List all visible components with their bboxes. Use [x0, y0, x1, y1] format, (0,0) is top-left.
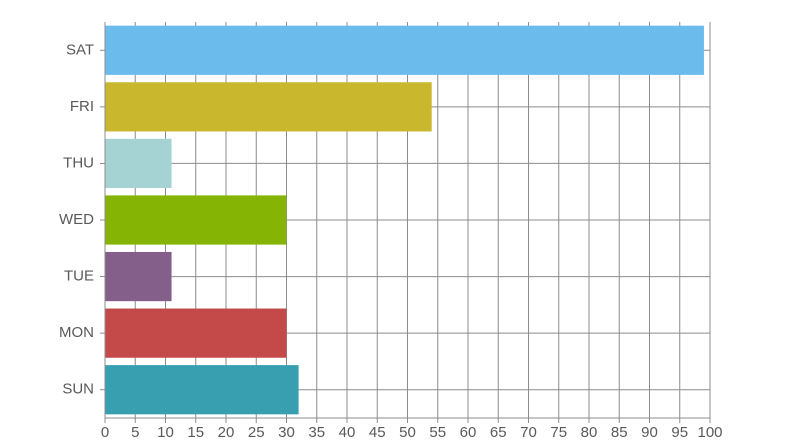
y-tick-label: TUE	[64, 268, 94, 285]
y-tick-label: MON	[59, 324, 94, 341]
x-tick-label: 55	[429, 424, 446, 441]
x-tick-label: 75	[550, 424, 567, 441]
x-tick-label: 50	[399, 424, 416, 441]
bar	[105, 308, 287, 358]
x-tick-label: 85	[611, 424, 628, 441]
x-tick-label: 15	[187, 424, 204, 441]
x-tick-label: 35	[308, 424, 325, 441]
x-tick-label: 95	[671, 424, 688, 441]
y-tick-label: WED	[59, 211, 94, 228]
bar	[105, 138, 172, 189]
bar	[105, 251, 172, 302]
x-tick-label: 40	[339, 424, 356, 441]
bar	[105, 25, 704, 75]
x-tick-label: 65	[490, 424, 507, 441]
bar	[105, 195, 287, 245]
x-tick-label: 70	[520, 424, 537, 441]
x-tick-label: 90	[641, 424, 658, 441]
x-tick-label: 25	[248, 424, 265, 441]
x-tick-label: 10	[157, 424, 174, 441]
x-tick-label: 20	[218, 424, 235, 441]
y-tick-label: SAT	[66, 41, 94, 58]
y-tick-label: THU	[63, 154, 94, 171]
x-tick-label: 60	[460, 424, 477, 441]
y-tick-label: SUN	[62, 381, 94, 398]
x-tick-label: 30	[278, 424, 295, 441]
x-tick-label: 100	[697, 424, 722, 441]
x-tick-label: 5	[131, 424, 139, 441]
x-tick-label: 80	[581, 424, 598, 441]
bar	[105, 82, 432, 132]
x-tick-label: 45	[369, 424, 386, 441]
bar	[105, 365, 299, 415]
y-tick-label: FRI	[70, 98, 94, 115]
x-tick-label: 0	[101, 424, 109, 441]
